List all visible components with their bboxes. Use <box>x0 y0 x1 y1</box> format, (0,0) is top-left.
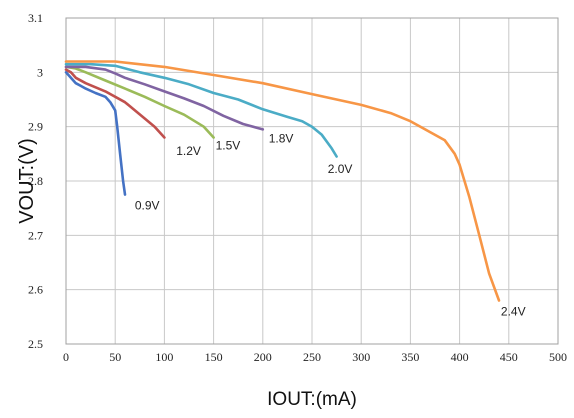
y-tick-label: 2.7 <box>28 228 43 242</box>
x-tick-label: 100 <box>155 350 173 364</box>
x-tick-label: 250 <box>303 350 321 364</box>
x-tick-label: 150 <box>205 350 223 364</box>
series-line-2-0v <box>64 62 338 158</box>
plot-border <box>65 17 559 345</box>
x-tick-label: 400 <box>451 350 469 364</box>
series-label-1-2v: 1.2V <box>176 144 201 158</box>
y-tick-label: 2.6 <box>28 283 43 297</box>
series-label-2-0v: 2.0V <box>328 162 353 176</box>
series-line-1-5v <box>64 65 215 139</box>
y-tick-label: 3 <box>37 65 43 79</box>
y-axis-title: VOUT:(V) <box>16 138 38 224</box>
x-tick-label: 500 <box>549 350 567 364</box>
y-tick-label: 2.5 <box>28 337 43 351</box>
y-tick-label: 3.1 <box>28 11 43 25</box>
series-label-2-4v: 2.4V <box>501 304 526 318</box>
y-tick-label: 2.9 <box>28 120 43 134</box>
x-axis-title: IOUT:(mA) <box>267 389 357 410</box>
series-line-1-8v <box>64 65 265 131</box>
series-label-0-9v: 0.9V <box>135 198 160 212</box>
x-tick-label: 0 <box>63 350 69 364</box>
x-tick-label: 350 <box>401 350 419 364</box>
x-tick-label: 450 <box>500 350 518 364</box>
x-tick-label: 300 <box>352 350 370 364</box>
x-tick-label: 200 <box>254 350 272 364</box>
tick-labels: 0 50 100 150 200 250 300 350 400 450 500 2.5 2.6 2.7 2… <box>28 11 567 364</box>
series-label-1-5v: 1.5V <box>216 139 241 153</box>
series-labels: 0.9V 1.2V 1.5V 1.8V 2.0V 2.4V <box>135 132 526 319</box>
grid <box>65 17 559 345</box>
x-tick-label: 50 <box>109 350 121 364</box>
series-line-2-4v <box>64 60 501 302</box>
series-line-0-9v <box>64 71 127 196</box>
series-lines <box>64 60 501 302</box>
series-label-1-8v: 1.8V <box>269 132 294 146</box>
series-line-1-2v <box>64 68 166 139</box>
y-tick-label: 2.8 <box>28 174 43 188</box>
